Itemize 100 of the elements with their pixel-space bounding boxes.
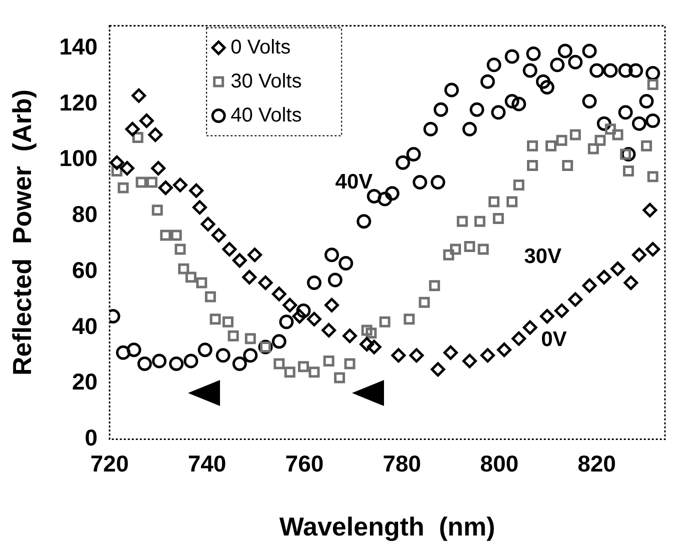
point	[279, 314, 294, 330]
point	[526, 160, 538, 171]
point	[492, 213, 504, 224]
point	[211, 228, 226, 243]
point	[151, 161, 166, 176]
point	[434, 102, 448, 117]
point	[594, 134, 606, 146]
point	[391, 348, 406, 363]
point	[554, 303, 569, 318]
point	[356, 214, 372, 229]
point	[125, 122, 140, 136]
point	[610, 262, 625, 276]
point	[306, 276, 322, 290]
point	[204, 291, 216, 302]
legend-label: 40 Volts	[230, 104, 302, 126]
point	[624, 276, 638, 290]
point	[379, 316, 390, 328]
point	[272, 334, 286, 349]
point	[462, 354, 477, 368]
point	[136, 176, 147, 188]
x-tick-label: 780	[382, 450, 422, 476]
y-tick-label: 0	[84, 424, 98, 451]
point	[344, 358, 356, 370]
point	[647, 171, 658, 182]
point	[582, 44, 597, 58]
point	[189, 183, 204, 198]
point	[443, 345, 458, 360]
point	[562, 160, 574, 171]
y-tick-label: 140	[59, 33, 98, 60]
point	[232, 356, 247, 372]
point	[384, 186, 400, 201]
point	[296, 303, 311, 318]
point	[200, 216, 216, 232]
point	[338, 256, 354, 270]
point	[284, 366, 296, 378]
x-tick-label: 800	[480, 450, 519, 476]
point	[647, 78, 658, 90]
annotation: 0V	[541, 328, 567, 351]
point	[506, 196, 518, 208]
point	[456, 216, 468, 227]
point	[148, 127, 163, 142]
point	[590, 63, 604, 78]
point	[322, 323, 336, 338]
point	[504, 94, 520, 108]
y-tick-label: 80	[72, 201, 98, 228]
y-tick-label: 40	[72, 312, 98, 339]
y-tick-label: 100	[59, 145, 98, 172]
annotation: 30V	[524, 245, 562, 268]
point	[450, 244, 461, 255]
point	[642, 202, 658, 218]
point	[248, 248, 262, 262]
point	[110, 155, 124, 170]
point	[462, 122, 477, 136]
x-tick-label: 740	[188, 450, 226, 476]
point	[169, 356, 184, 372]
point	[558, 44, 572, 58]
point	[540, 80, 554, 94]
point	[582, 278, 597, 293]
point	[522, 63, 538, 78]
point	[429, 280, 440, 292]
point	[342, 328, 358, 344]
point	[526, 140, 538, 152]
point	[132, 88, 146, 103]
point	[409, 348, 424, 363]
point	[366, 340, 382, 354]
point	[612, 129, 624, 140]
point	[274, 358, 285, 370]
point	[480, 348, 495, 363]
point	[126, 342, 142, 358]
point	[243, 348, 258, 363]
point	[160, 230, 172, 241]
point	[158, 180, 173, 196]
point	[378, 192, 392, 206]
point	[184, 354, 198, 368]
point	[513, 180, 524, 191]
point	[570, 129, 581, 140]
point	[324, 298, 339, 312]
point	[522, 320, 538, 335]
point	[443, 249, 454, 260]
point	[216, 348, 230, 363]
point	[196, 277, 208, 288]
point	[526, 46, 541, 61]
point	[444, 82, 459, 98]
point	[588, 143, 599, 154]
point	[540, 309, 554, 324]
x-tick-label: 720	[90, 450, 129, 476]
point	[486, 58, 502, 72]
point	[618, 105, 633, 120]
point	[366, 328, 377, 339]
point	[222, 316, 234, 328]
point	[258, 276, 273, 290]
point	[118, 182, 129, 194]
point	[430, 174, 446, 190]
point	[244, 333, 256, 344]
point	[618, 63, 633, 78]
point	[546, 140, 556, 152]
point	[478, 244, 489, 255]
point	[210, 314, 221, 325]
point	[604, 124, 616, 135]
legend-label: 30 Volts	[230, 70, 302, 92]
